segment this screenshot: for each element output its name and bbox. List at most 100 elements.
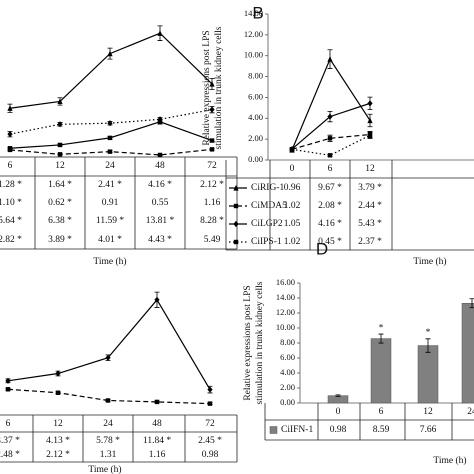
marker [327,56,333,62]
y-tick-label: 14.00 [276,292,295,302]
series-line [9,121,213,149]
table-cell: 4.16 * [318,219,342,229]
table-cell: 4.13 * [46,436,70,446]
panel: 6 12 24 48 72 3.37 * 4.13 * 5.78 * 11.84 * 2.45 *… [0,291,238,474]
panel: 6 12 24 48 72 1.28 * 1.64 * 2.41 * 4.16 * 2.12 * 1… [0,25,238,267]
table-cell: 1.31 [100,450,117,460]
x-tick-label: 6 [379,407,384,417]
marker [157,30,163,36]
x-tick-label: 0 [290,164,295,174]
bar [461,303,474,404]
table-cell: 2.48 * [0,450,20,460]
marker [7,131,13,138]
table-cell: 5.64 * [0,216,22,226]
marker [7,105,13,111]
marker [327,153,333,158]
series-line [291,133,371,150]
table-cell: 0.98 [330,425,347,435]
x-tick-label: 48 [155,161,165,171]
x-axis-label: Time (h) [93,256,126,267]
marker [105,398,111,403]
y-axis-label: stimulation in trunk kidney cells [214,26,224,149]
x-tick-label: 12 [365,164,375,174]
table-cell: 0.62 * [48,198,72,208]
table-cell: 9.67 * [318,183,342,193]
significance: * [379,323,384,333]
x-axis-label: Time (h) [433,455,466,466]
y-axis-label: Relative expressions post LPS [243,285,253,400]
legend-marker [233,220,239,228]
table-cell: 3.37 * [0,436,20,446]
panel: 0.00 2.00 4.00 6.00 8.00 10.00 12.00 14.00 0 6 12 0… [202,3,474,267]
x-tick-label: 0 [336,407,341,417]
y-tick-label: 0.00 [280,397,295,407]
y-axis-label: Relative expressions post LPS [202,30,212,145]
series-line [9,32,213,109]
table-cell: 0.91 [102,198,119,208]
marker [367,117,373,124]
x-tick-label: 12 [53,419,63,429]
panel-label: B [252,3,263,22]
table-cell: 2.12 * [46,450,70,460]
table-cell: 7.66 [420,425,437,435]
table-cell: 1.28 * [0,180,22,190]
legend-label: CiMDA5 [251,201,287,211]
table-cell: 1.02 [284,237,301,247]
series-line [291,134,371,156]
y-tick-label: 16.00 [276,277,295,287]
marker [289,147,295,152]
table-cell: 0.45 * [318,237,342,247]
x-tick-label: 24 [105,161,115,171]
marker [55,370,61,377]
panel-label: D [316,239,328,258]
marker [367,133,373,138]
x-tick-label: 48 [152,419,162,429]
marker [157,116,163,123]
y-tick-label: 2.00 [280,382,295,392]
marker [55,390,61,395]
table-cell: 0.55 [152,198,169,208]
table-cell: 11.84 * [143,436,171,446]
series-line [291,102,371,150]
table-cell: 2.08 * [318,201,342,211]
y-tick-label: 4.00 [280,367,295,377]
marker [157,152,163,158]
series-line [7,298,211,390]
y-tick-label: 10.00 [244,50,263,60]
table-cell: 2.12 * [200,180,224,190]
y-tick-label: 14.00 [244,8,263,18]
table-cell: 2.82 * [0,235,22,245]
marker [5,387,11,392]
marker [5,377,11,384]
panel: 0.00 2.00 4.00 6.00 8.00 10.00 12.00 14.00 16.00… [243,239,474,466]
y-tick-label: 8.00 [280,337,295,347]
table-cell: 5.49 [204,235,221,245]
marker [107,50,113,57]
table-cell: 1.16 [204,198,221,208]
marker [105,354,111,361]
x-tick-label: 72 [205,419,215,429]
bar [370,338,392,404]
y-tick-label: 6.00 [280,352,295,362]
table-cell: 11.59 * [96,216,124,226]
table-cell: 3.89 * [48,235,72,245]
y-tick-label: 12.00 [276,307,295,317]
marker [367,100,373,107]
table-cell: 5.43 * [358,219,382,229]
marker [209,106,215,113]
x-axis-label: Time (h) [413,256,446,267]
table-cell: 1.05 [284,219,301,229]
x-tick-label: 6 [328,164,333,174]
legend-swatch [269,426,278,434]
table-cell: 1.02 [284,201,301,211]
marker [209,147,215,152]
table-cell: 4.01 * [98,235,122,245]
table-cell: 13.81 * [146,216,175,226]
x-tick-label: 24 [103,419,113,429]
x-tick-label: 12 [423,407,433,417]
legend-marker [233,203,239,209]
marker [209,138,215,143]
legend-label: CiIPS-1 [251,237,282,247]
x-tick-label: 6 [6,419,11,429]
table-cell: 0.98 [202,450,219,460]
